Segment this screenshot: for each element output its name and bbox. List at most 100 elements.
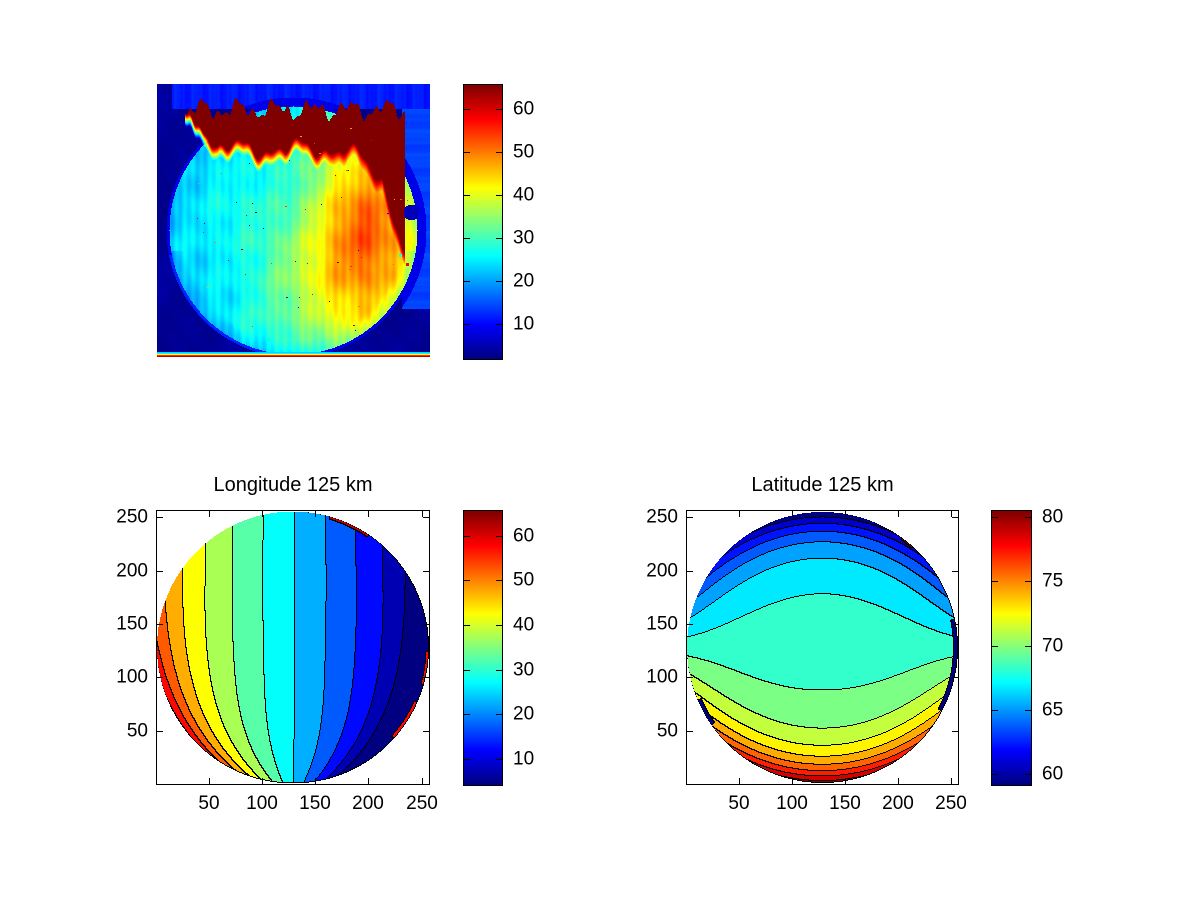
colorbar-tick-label: 75: [1042, 570, 1064, 592]
colorbar-tick-mark: [496, 109, 502, 110]
y-tick-label: 250: [646, 506, 678, 528]
allsky-image-canvas: [157, 84, 430, 357]
tick-mark: [845, 778, 846, 784]
y-tick-label: 150: [116, 613, 148, 635]
tick-mark: [952, 517, 958, 518]
tick-mark: [951, 778, 952, 784]
longitude-colorbar: 10 20 30 40 50 60: [463, 510, 534, 786]
x-tick-label: 200: [882, 793, 914, 814]
colorbar-tick-mark: [992, 774, 998, 775]
x-tick-label: 150: [299, 793, 331, 814]
tick-mark: [157, 517, 163, 518]
colorbar-tick-mark: [1025, 774, 1031, 775]
colorbar-tick-mark: [1025, 710, 1031, 711]
colorbar-tick-mark: [496, 670, 502, 671]
tick-mark: [209, 778, 210, 784]
latitude-contour-panel: 50 100 150 200 250 50 100 150 200 250: [646, 508, 967, 814]
latitude-colorbar: 60 65 70 75 80: [991, 508, 1063, 786]
colorbar-tick-mark: [496, 324, 502, 325]
image-colorbar-gradient: [464, 85, 502, 359]
tick-mark: [315, 511, 316, 517]
colorbar-tick-mark: [464, 281, 470, 282]
colorbar-tick-mark: [496, 714, 502, 715]
colorbar-tick-mark: [992, 517, 998, 518]
tick-mark: [952, 571, 958, 572]
tick-mark: [157, 624, 163, 625]
tick-mark: [368, 778, 369, 784]
tick-mark: [368, 511, 369, 517]
tick-mark: [423, 677, 429, 678]
tick-mark: [262, 778, 263, 784]
y-tick-label: 250: [116, 506, 148, 528]
colorbar-tick-mark: [1025, 517, 1031, 518]
colorbar-tick-label: 60: [513, 525, 535, 547]
colorbar-tick-label: 60: [513, 98, 535, 120]
colorbar-tick-label: 50: [513, 141, 535, 163]
tick-mark: [157, 677, 163, 678]
tick-mark: [898, 778, 899, 784]
colorbar-tick-mark: [1025, 646, 1031, 647]
colorbar-tick-label: 70: [1042, 635, 1064, 657]
tick-mark: [422, 511, 423, 517]
colorbar-tick-mark: [464, 670, 470, 671]
tick-mark: [845, 511, 846, 517]
x-tick-label: 150: [829, 793, 861, 814]
longitude-contour-panel: 50 100 150 200 250 50 100 150 200 250: [116, 508, 438, 814]
x-tick-label: 100: [776, 793, 808, 814]
colorbar-tick-mark: [464, 238, 470, 239]
colorbar-tick-label: 60: [1042, 763, 1064, 785]
longitude-colorbar-gradient: [464, 511, 502, 785]
tick-mark: [315, 778, 316, 784]
colorbar-tick-label: 40: [513, 614, 535, 636]
tick-mark: [687, 731, 693, 732]
tick-mark: [951, 511, 952, 517]
latitude-plot-title: Latitude 125 km: [751, 474, 894, 496]
colorbar-tick-mark: [464, 324, 470, 325]
tick-mark: [423, 571, 429, 572]
y-tick-label: 100: [646, 666, 678, 688]
colorbar-tick-mark: [464, 109, 470, 110]
colorbar-tick-mark: [496, 580, 502, 581]
colorbar-tick-mark: [496, 195, 502, 196]
colorbar-tick-mark: [496, 625, 502, 626]
colorbar-tick-label: 10: [513, 313, 535, 335]
tick-mark: [157, 571, 163, 572]
tick-mark: [423, 731, 429, 732]
colorbar-tick-mark: [496, 152, 502, 153]
longitude-plot-title: Longitude 125 km: [213, 474, 373, 496]
x-tick-label: 250: [406, 793, 438, 814]
x-tick-label: 250: [935, 793, 967, 814]
tick-mark: [792, 511, 793, 517]
tick-mark: [687, 624, 693, 625]
colorbar-tick-mark: [496, 238, 502, 239]
x-tick-label: 50: [198, 793, 220, 814]
tick-mark: [898, 511, 899, 517]
tick-mark: [423, 624, 429, 625]
colorbar-tick-mark: [992, 581, 998, 582]
longitude-contour-canvas: [157, 511, 429, 784]
y-tick-label: 200: [116, 560, 148, 582]
image-colorbar: 10 20 30 40 50 60: [463, 84, 534, 360]
colorbar-tick-mark: [496, 759, 502, 760]
latitude-contour-canvas: [687, 511, 958, 784]
colorbar-tick-label: 30: [513, 227, 535, 249]
tick-mark: [952, 731, 958, 732]
tick-mark: [262, 511, 263, 517]
colorbar-tick-mark: [464, 714, 470, 715]
tick-mark: [792, 778, 793, 784]
tick-mark: [952, 677, 958, 678]
colorbar-tick-mark: [992, 646, 998, 647]
tick-mark: [687, 571, 693, 572]
y-tick-label: 150: [646, 613, 678, 635]
tick-mark: [157, 731, 163, 732]
colorbar-tick-mark: [464, 195, 470, 196]
tick-mark: [687, 677, 693, 678]
colorbar-tick-label: 80: [1042, 506, 1064, 528]
tick-mark: [687, 517, 693, 518]
colorbar-tick-label: 20: [513, 703, 535, 725]
colorbar-tick-label: 30: [513, 659, 535, 681]
x-tick-label: 200: [352, 793, 384, 814]
tick-mark: [422, 778, 423, 784]
colorbar-tick-mark: [464, 759, 470, 760]
